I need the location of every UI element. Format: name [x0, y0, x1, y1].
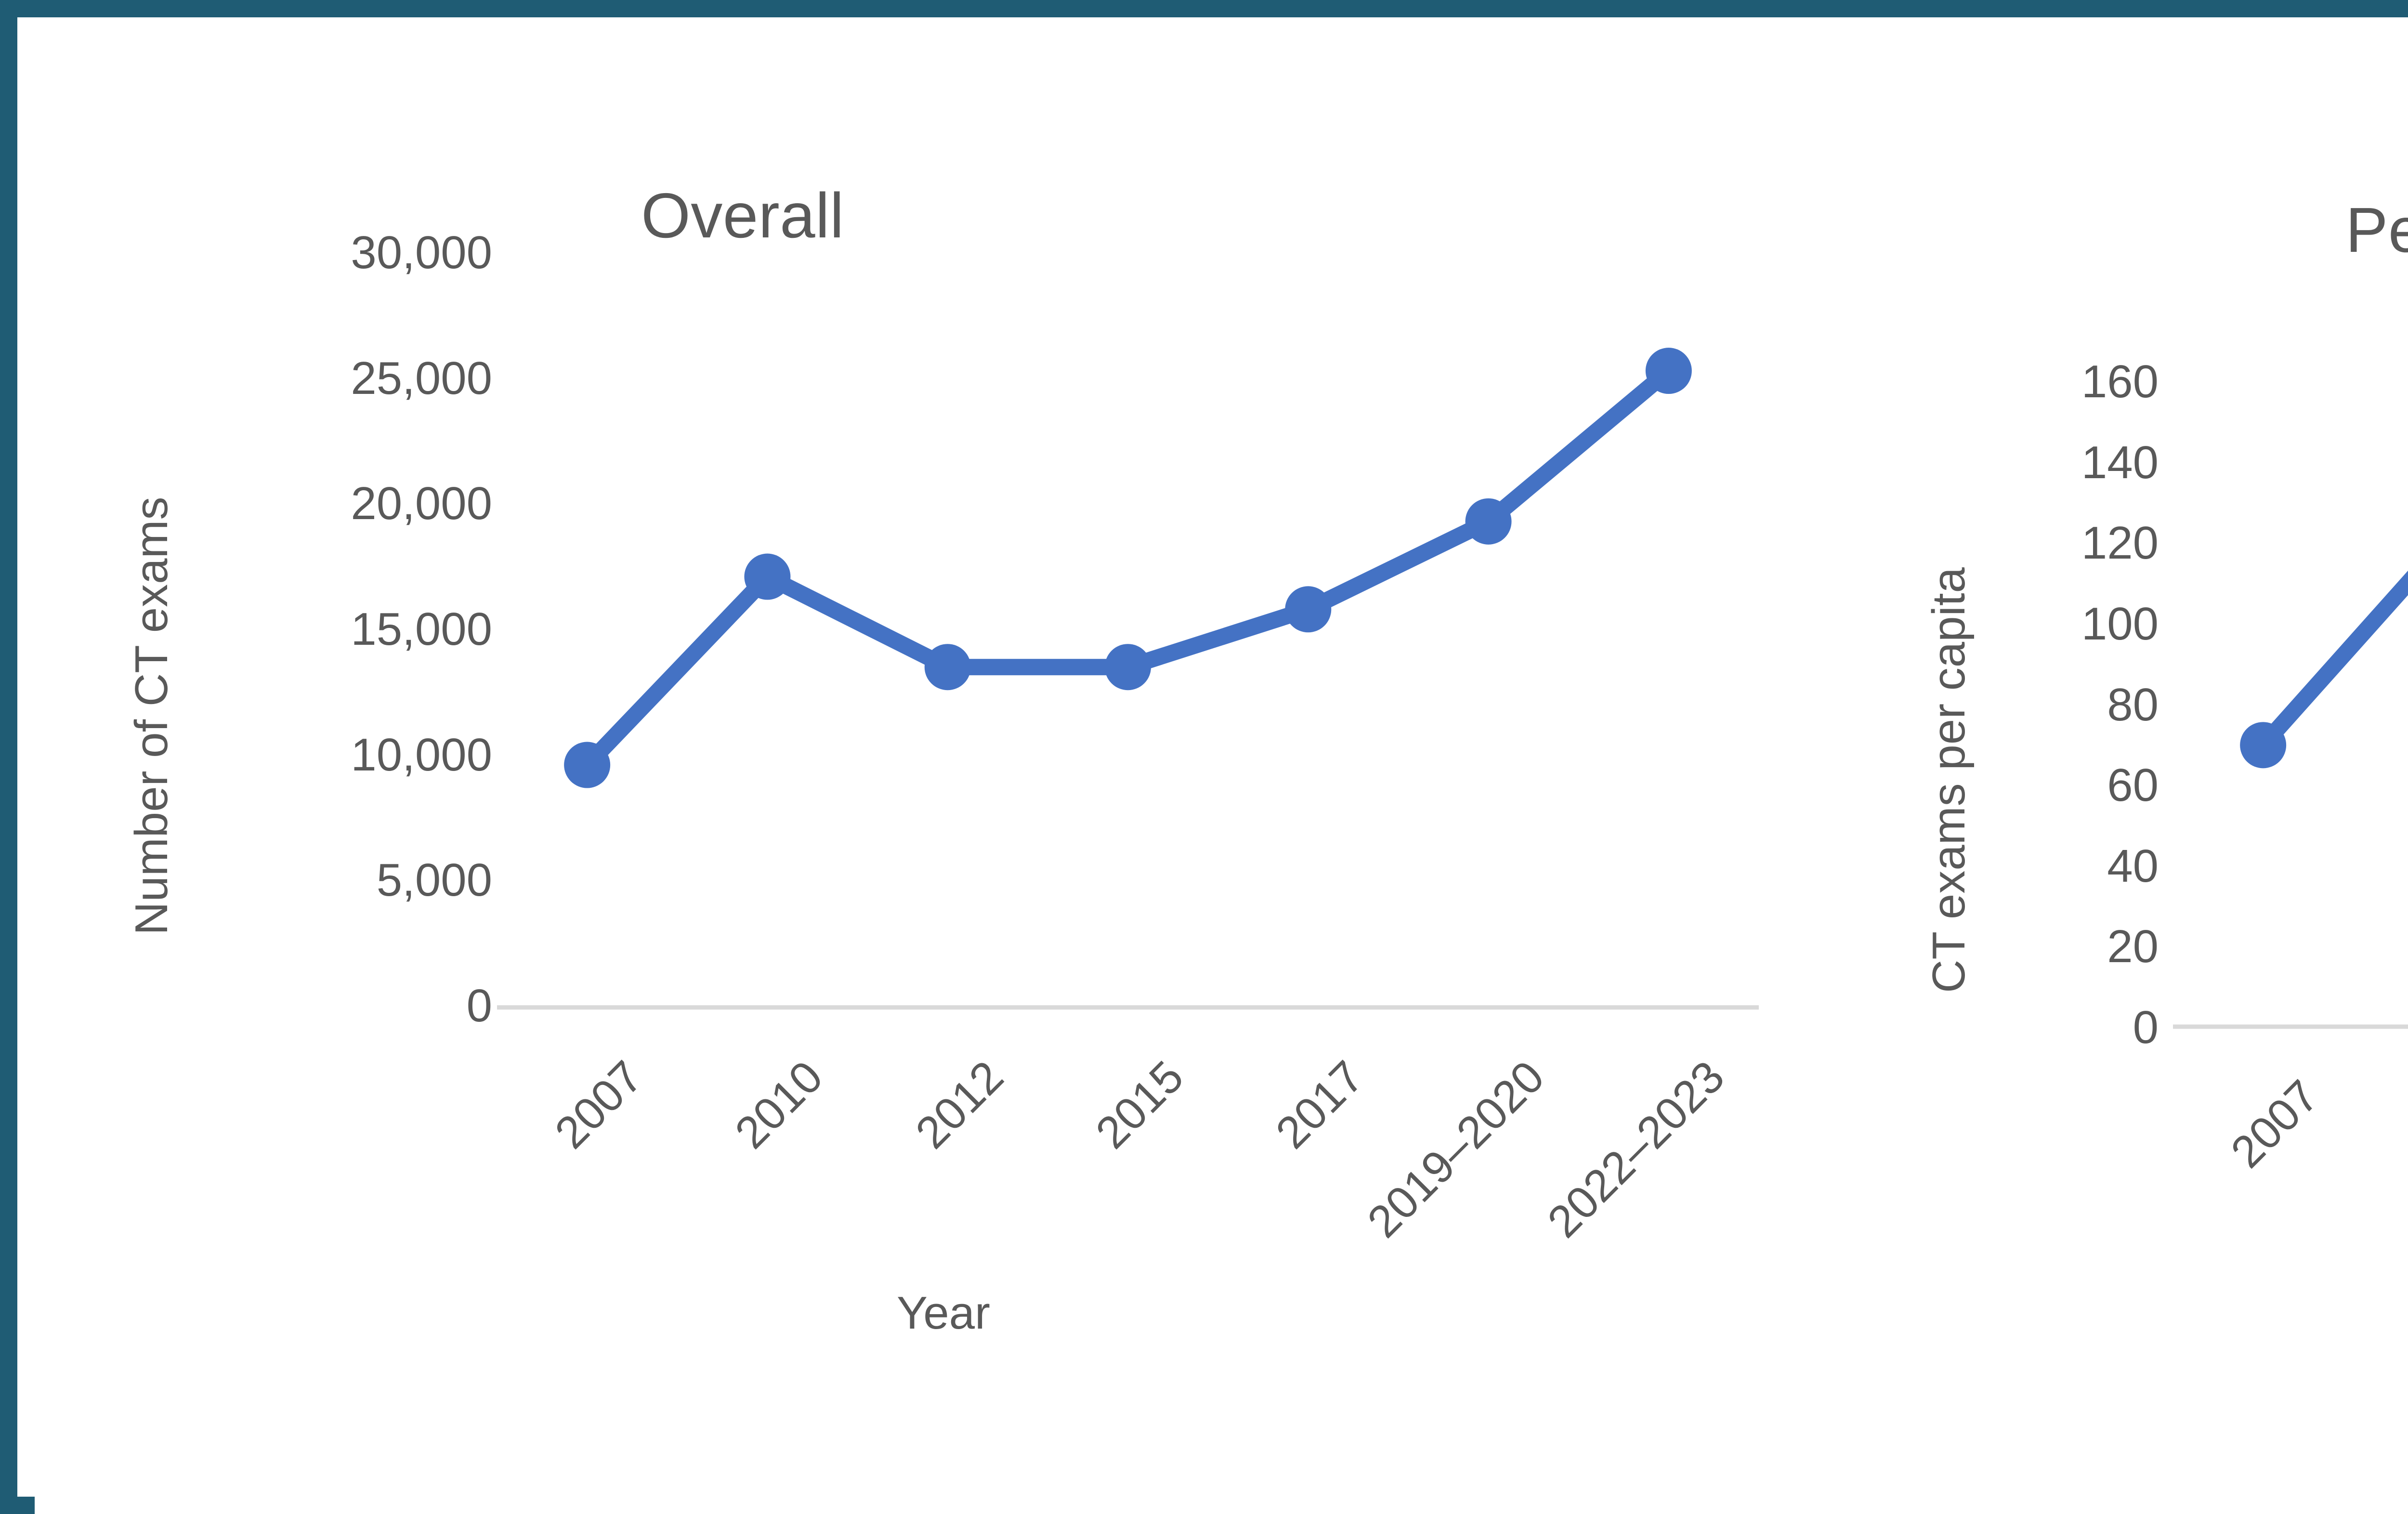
- chart-panel-percapita: Per capita: [1817, 35, 2408, 1514]
- series-markers-overall: [564, 348, 1692, 788]
- data-point-marker[interactable]: [1645, 348, 1692, 394]
- data-point-marker[interactable]: [744, 553, 791, 600]
- y-tick-label: 100: [2081, 598, 2159, 650]
- plot-area-percapita: [2173, 570, 2408, 1029]
- data-point-marker[interactable]: [1105, 644, 1151, 691]
- y-tick-label: 140: [2081, 436, 2159, 488]
- data-point-marker[interactable]: [924, 644, 971, 691]
- y-tick-label: 20,000: [351, 478, 492, 530]
- y-axis-ticks-percapita: 160 140 120 100 80 60 40 20 0: [1995, 35, 2159, 1514]
- series-line-percapita: [2255, 570, 2408, 754]
- y-tick-label: 40: [2107, 840, 2159, 892]
- data-point-marker[interactable]: [1285, 586, 1332, 633]
- y-axis-title-overall: Number of CT exams: [126, 496, 177, 936]
- y-tick-label: 25,000: [351, 352, 492, 404]
- y-tick-label: 20: [2107, 921, 2159, 973]
- y-tick-label: 0: [466, 980, 492, 1031]
- chart-title-overall: Overall: [641, 180, 844, 251]
- y-tick-label: 60: [2107, 759, 2159, 811]
- y-tick-label: 15,000: [351, 603, 492, 655]
- y-tick-label: 30,000: [351, 227, 492, 278]
- chart-title-percapita: Per capita: [2345, 195, 2408, 265]
- x-axis-title-overall: Year: [897, 1287, 990, 1339]
- data-point-marker[interactable]: [2240, 722, 2287, 769]
- y-tick-label: 120: [2081, 517, 2159, 569]
- plot-area-overall: [497, 348, 1759, 1010]
- series-markers-percapita: [2240, 722, 2287, 769]
- y-tick-label: 0: [2133, 1002, 2159, 1053]
- y-axis-title-percapita: CT exams per capita: [1923, 567, 1975, 993]
- chart-panel-overall: Overall Number of CT exams 30,000 25,000 2…: [35, 35, 1817, 1514]
- data-point-marker[interactable]: [1465, 498, 1512, 545]
- y-tick-label: 160: [2081, 356, 2159, 407]
- figure-canvas: Overall Number of CT exams 30,000 25,000 2…: [35, 35, 2408, 1514]
- y-tick-label: 5,000: [376, 854, 492, 906]
- y-tick-label: 10,000: [351, 729, 492, 781]
- data-point-marker[interactable]: [564, 742, 611, 788]
- y-tick-label: 80: [2107, 679, 2159, 731]
- y-axis-ticks-overall: 30,000 25,000 20,000 15,000 10,000 5,000 0: [242, 35, 492, 1514]
